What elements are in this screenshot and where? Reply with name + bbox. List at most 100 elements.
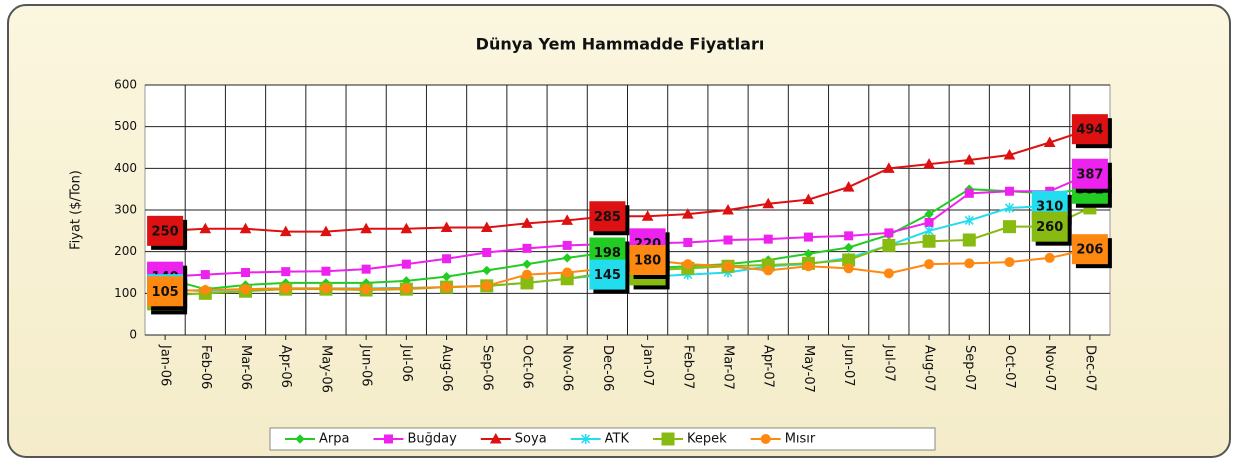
point [763,234,773,244]
point [964,258,975,269]
point [803,232,813,242]
point [241,268,251,277]
x-tick-label: Mar-07 [721,345,736,390]
point [281,267,291,277]
y-tick-label: 500 [114,119,137,133]
x-tick-label: Feb-07 [680,345,695,389]
point [883,268,894,279]
label-box [1031,211,1068,242]
x-tick-label: Oct-07 [1002,345,1017,389]
point [882,238,896,252]
y-tick-label: 200 [114,244,137,258]
x-tick-label: Apr-07 [761,345,776,388]
label-box [147,276,184,307]
x-tick-label: Dec-07 [1082,345,1097,391]
x-tick-label: Aug-06 [439,345,454,392]
point [401,259,411,269]
x-tick-label: May-07 [801,345,816,393]
x-tick-label: Sep-06 [479,345,494,391]
point [482,248,492,257]
legend-label: Mısır [785,432,816,447]
point [762,197,775,209]
point [1004,257,1015,268]
label-box [629,245,666,275]
x-tick-label: Jun-06 [359,344,374,387]
point [802,193,815,205]
y-tick-label: 400 [114,161,137,175]
point [562,253,572,263]
point [641,210,654,221]
point [480,221,493,232]
legend-marker [383,434,393,444]
point [400,222,413,234]
point [441,282,452,293]
x-tick-label: Oct-06 [519,345,534,389]
legend-marker [295,434,305,444]
y-axis-label: Fiyat ($/Ton) [69,170,84,250]
data-label: 180 [634,254,661,269]
point [683,238,693,247]
point [1002,220,1016,234]
point [723,235,733,245]
point [923,158,935,169]
legend-marker [489,432,502,444]
point [521,269,532,280]
data-label: 206 [1076,243,1103,258]
point [763,265,774,276]
point [963,153,976,165]
x-tick-label: Jul-06 [399,344,414,382]
x-tick-label: Feb-06 [198,345,213,389]
point [884,228,894,238]
x-tick-label: May-06 [318,345,333,393]
legend-label: Soya [515,432,547,447]
point [482,265,492,276]
point [360,222,372,234]
chart-title: Dünya Yem Hammadde Fiyatları [476,35,765,54]
x-tick-label: Dec-06 [600,345,615,391]
x-tick-label: Mar-06 [238,345,253,390]
label-box [1071,158,1108,189]
data-label: 285 [594,210,621,225]
x-tick-label: Apr-06 [278,345,293,388]
point [320,283,331,294]
point [200,270,210,280]
data-label: 250 [152,224,179,239]
point [803,261,814,272]
legend-label: Arpa [319,432,349,447]
point [1003,148,1016,160]
x-tick-label: Jul-07 [881,344,896,382]
point [240,284,251,295]
label-box [147,215,184,246]
point [239,222,252,234]
point [964,188,974,198]
label-box [1071,234,1108,265]
x-tick-label: Nov-07 [1042,345,1057,391]
point [924,259,935,270]
x-tick-label: Jun-07 [841,344,856,387]
point [962,233,976,247]
data-label: 198 [594,246,621,261]
y-tick-label: 0 [129,328,137,342]
point [964,215,974,226]
y-tick-label: 300 [114,203,137,217]
point [440,221,453,232]
x-tick-label: Nov-06 [560,345,575,391]
point [843,242,854,253]
label-box [1071,114,1108,145]
point [442,254,452,264]
x-tick-label: Sep-07 [962,345,977,391]
point [1043,136,1056,147]
point [1004,202,1015,213]
point [722,203,734,215]
x-tick-label: Aug-07 [922,345,937,392]
legend-label: Buğday [407,432,457,447]
data-label: 145 [594,268,621,283]
legend-label: ATK [605,432,630,447]
point [1004,186,1014,196]
point [401,283,412,294]
point [521,217,533,228]
point [682,259,693,270]
data-label: 105 [152,285,179,300]
label-box [589,259,626,290]
point [561,214,574,225]
